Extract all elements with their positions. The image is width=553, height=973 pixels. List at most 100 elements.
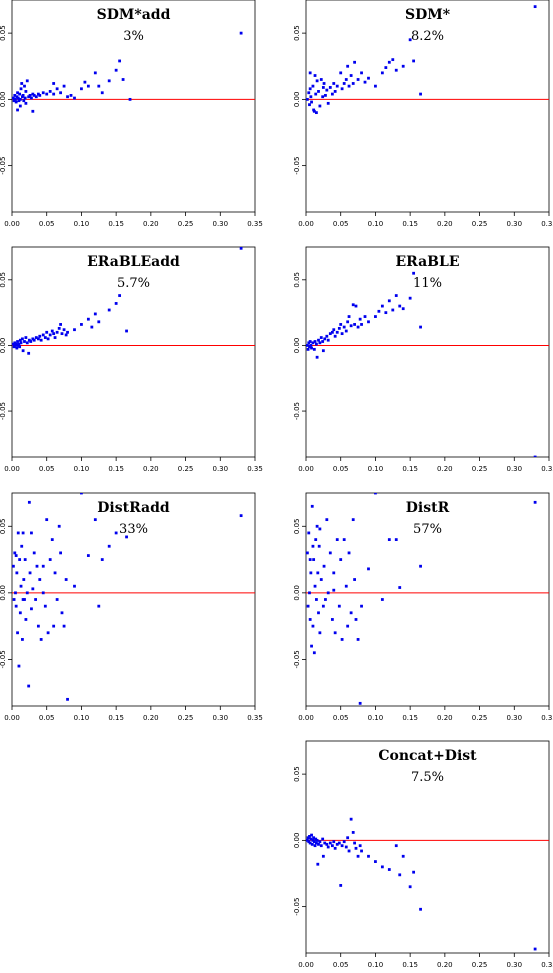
x-tick-label: 0.35 bbox=[541, 465, 553, 473]
data-point bbox=[412, 271, 416, 275]
data-point bbox=[114, 531, 118, 535]
data-point bbox=[342, 538, 346, 541]
x-tick-label: 0.00 bbox=[298, 465, 314, 473]
x-tick-label: 0.10 bbox=[74, 220, 90, 228]
x-tick-label: 0.35 bbox=[541, 961, 553, 969]
data-point bbox=[21, 349, 25, 353]
data-point bbox=[100, 558, 104, 561]
data-point bbox=[66, 330, 69, 334]
data-point bbox=[412, 870, 416, 874]
data-point bbox=[18, 92, 22, 96]
data-point bbox=[351, 303, 355, 307]
data-point bbox=[307, 91, 311, 95]
data-point bbox=[321, 604, 325, 608]
data-point bbox=[374, 315, 377, 318]
data-point bbox=[128, 97, 132, 101]
data-point bbox=[374, 493, 377, 495]
data-point bbox=[408, 38, 412, 42]
data-point bbox=[323, 337, 327, 341]
panel-title: SDM*add bbox=[97, 7, 171, 23]
data-point bbox=[59, 551, 62, 555]
data-point bbox=[344, 584, 348, 588]
data-point bbox=[313, 584, 317, 588]
x-tick-label: 0.00 bbox=[298, 714, 314, 722]
data-point bbox=[309, 95, 313, 99]
data-point bbox=[16, 108, 19, 112]
data-point bbox=[394, 538, 398, 541]
data-point bbox=[55, 330, 59, 334]
data-point bbox=[335, 84, 339, 88]
data-point bbox=[419, 564, 422, 568]
data-point bbox=[346, 836, 350, 840]
y-tick-label: -0.05 bbox=[0, 157, 7, 175]
data-point bbox=[321, 95, 325, 99]
data-point bbox=[332, 840, 336, 844]
data-point bbox=[23, 558, 27, 561]
data-point bbox=[391, 714, 394, 717]
data-point bbox=[401, 854, 405, 858]
data-point bbox=[328, 332, 332, 336]
data-point bbox=[34, 336, 38, 339]
data-point bbox=[239, 247, 243, 250]
data-point bbox=[16, 91, 19, 95]
data-point bbox=[30, 531, 33, 535]
x-tick-label: 0.05 bbox=[333, 961, 349, 969]
data-point bbox=[62, 328, 66, 332]
data-point bbox=[309, 571, 313, 575]
data-point bbox=[100, 91, 104, 95]
data-point bbox=[533, 947, 537, 951]
plot-frame bbox=[11, 492, 256, 707]
data-point bbox=[27, 684, 31, 688]
data-point bbox=[313, 74, 317, 77]
data-point bbox=[55, 87, 59, 91]
data-point bbox=[308, 340, 312, 343]
data-point bbox=[306, 604, 310, 608]
y-tick-label: 0.00 bbox=[293, 833, 301, 849]
panel-title: ERaBLE bbox=[395, 254, 459, 270]
x-tick-label: 0.35 bbox=[247, 465, 263, 473]
y-tick-label: -0.05 bbox=[0, 402, 7, 420]
data-point bbox=[90, 325, 94, 329]
data-point bbox=[24, 101, 28, 105]
y-tick-label: -0.05 bbox=[293, 157, 301, 175]
data-point bbox=[311, 341, 315, 345]
data-point bbox=[346, 64, 350, 68]
data-point bbox=[93, 312, 97, 316]
data-point bbox=[374, 860, 377, 863]
data-point bbox=[339, 323, 343, 326]
data-point bbox=[125, 535, 128, 539]
x-tick-label: 0.30 bbox=[506, 465, 522, 473]
data-point bbox=[322, 564, 326, 568]
data-point bbox=[317, 338, 320, 342]
data-point bbox=[347, 84, 351, 88]
data-point bbox=[353, 323, 356, 326]
data-point bbox=[18, 104, 22, 108]
data-point bbox=[59, 323, 62, 326]
data-point bbox=[107, 79, 111, 83]
data-point bbox=[318, 104, 322, 108]
data-point bbox=[27, 351, 31, 355]
y-tick-label: 0.05 bbox=[0, 518, 7, 534]
data-point bbox=[380, 598, 384, 601]
data-point bbox=[313, 844, 317, 848]
data-point bbox=[367, 76, 370, 80]
data-point bbox=[309, 344, 313, 347]
data-point bbox=[337, 326, 341, 330]
data-point bbox=[317, 90, 320, 93]
data-point bbox=[25, 591, 29, 595]
data-point bbox=[18, 338, 22, 342]
data-point bbox=[394, 68, 398, 72]
data-point bbox=[57, 524, 61, 528]
data-point bbox=[57, 326, 61, 330]
data-point bbox=[347, 315, 351, 318]
data-point bbox=[86, 317, 90, 321]
y-tick-label: 0.05 bbox=[0, 272, 7, 288]
data-point bbox=[318, 527, 322, 531]
scatter-panel: 0.00 0.05 0.10 0.15 0.20 0.25 0.30 0.35 -0.05 0.0… bbox=[0, 492, 263, 722]
data-point bbox=[43, 336, 47, 339]
data-point bbox=[41, 591, 45, 595]
y-tick-label: 0.05 bbox=[293, 766, 301, 782]
x-tick-label: 0.35 bbox=[247, 220, 263, 228]
data-point bbox=[30, 607, 33, 611]
data-point bbox=[45, 330, 49, 334]
